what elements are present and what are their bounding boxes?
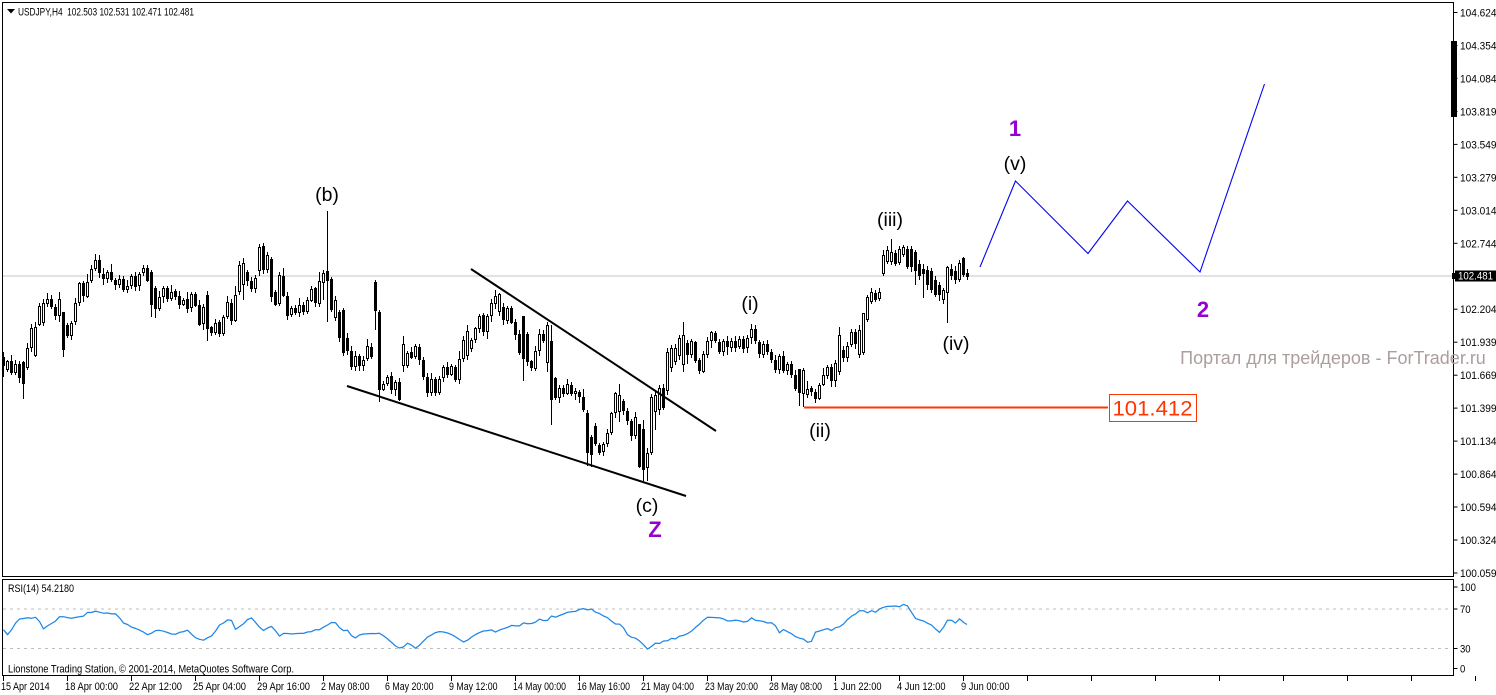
svg-text:15 Apr 2014: 15 Apr 2014 <box>1 681 50 693</box>
svg-text:104.624: 104.624 <box>1460 8 1496 20</box>
svg-text:RSI(14) 54.2180: RSI(14) 54.2180 <box>8 583 74 595</box>
svg-text:4 Jun 12:00: 4 Jun 12:00 <box>897 681 946 693</box>
svg-text:104.354: 104.354 <box>1460 41 1496 53</box>
svg-text:100.059: 100.059 <box>1460 568 1496 580</box>
svg-text:70: 70 <box>1460 604 1471 616</box>
svg-text:102.481: 102.481 <box>1458 271 1493 283</box>
svg-text:103.819: 103.819 <box>1460 106 1496 118</box>
svg-text:103.549: 103.549 <box>1460 139 1496 151</box>
svg-text:2 May 08:00: 2 May 08:00 <box>321 681 370 693</box>
svg-text:22 Apr 12:00: 22 Apr 12:00 <box>129 681 182 693</box>
svg-text:1: 1 <box>1009 116 1021 141</box>
svg-text:1 Jun 22:00: 1 Jun 22:00 <box>833 681 882 693</box>
svg-text:9 May 12:00: 9 May 12:00 <box>449 681 498 693</box>
svg-text:25 Apr 04:00: 25 Apr 04:00 <box>193 681 246 693</box>
svg-text:18 Apr 00:00: 18 Apr 00:00 <box>65 681 118 693</box>
svg-text:28 May 08:00: 28 May 08:00 <box>769 681 822 693</box>
svg-text:30: 30 <box>1460 644 1471 656</box>
svg-text:0: 0 <box>1460 664 1465 676</box>
svg-text:101.669: 101.669 <box>1460 370 1496 382</box>
svg-text:104.084: 104.084 <box>1460 73 1496 85</box>
svg-text:(iv): (iv) <box>942 333 969 355</box>
svg-text:16 May 16:00: 16 May 16:00 <box>577 681 630 693</box>
svg-text:100: 100 <box>1460 582 1476 594</box>
svg-text:102.744: 102.744 <box>1460 238 1496 250</box>
svg-text:100.864: 100.864 <box>1460 469 1496 481</box>
svg-text:21 May 04:00: 21 May 04:00 <box>641 681 694 693</box>
svg-text:101.412: 101.412 <box>1113 397 1193 421</box>
svg-text:USDJPY,H4 102.503 102.531 102: USDJPY,H4 102.503 102.531 102.471 102.48… <box>18 6 194 18</box>
svg-text:(iii): (iii) <box>877 209 903 231</box>
svg-text:23 May 20:00: 23 May 20:00 <box>705 681 758 693</box>
svg-text:9 Jun 00:00: 9 Jun 00:00 <box>961 681 1010 693</box>
svg-text:Портал для трейдеров - ForTrad: Портал для трейдеров - ForTrader.ru <box>1180 348 1486 368</box>
svg-text:(i): (i) <box>741 293 758 315</box>
svg-text:Z: Z <box>648 517 661 542</box>
svg-text:101.134: 101.134 <box>1460 436 1496 448</box>
svg-text:103.279: 103.279 <box>1460 172 1496 184</box>
svg-text:(b): (b) <box>315 184 339 206</box>
svg-text:100.324: 100.324 <box>1460 535 1496 547</box>
svg-text:(c): (c) <box>636 495 659 517</box>
svg-text:(ii): (ii) <box>809 420 831 442</box>
svg-text:(v): (v) <box>1004 153 1027 175</box>
svg-text:6 May 20:00: 6 May 20:00 <box>385 681 434 693</box>
svg-text:101.939: 101.939 <box>1460 337 1496 349</box>
svg-text:102.204: 102.204 <box>1460 304 1496 316</box>
svg-text:Lionstone Trading Station, © 2: Lionstone Trading Station, © 2001-2014, … <box>8 664 294 676</box>
svg-text:14 May 00:00: 14 May 00:00 <box>513 681 566 693</box>
svg-text:100.594: 100.594 <box>1460 502 1496 514</box>
svg-text:101.399: 101.399 <box>1460 403 1496 415</box>
svg-text:29 Apr 16:00: 29 Apr 16:00 <box>257 681 310 693</box>
svg-text:103.014: 103.014 <box>1460 205 1496 217</box>
svg-text:2: 2 <box>1197 297 1209 322</box>
